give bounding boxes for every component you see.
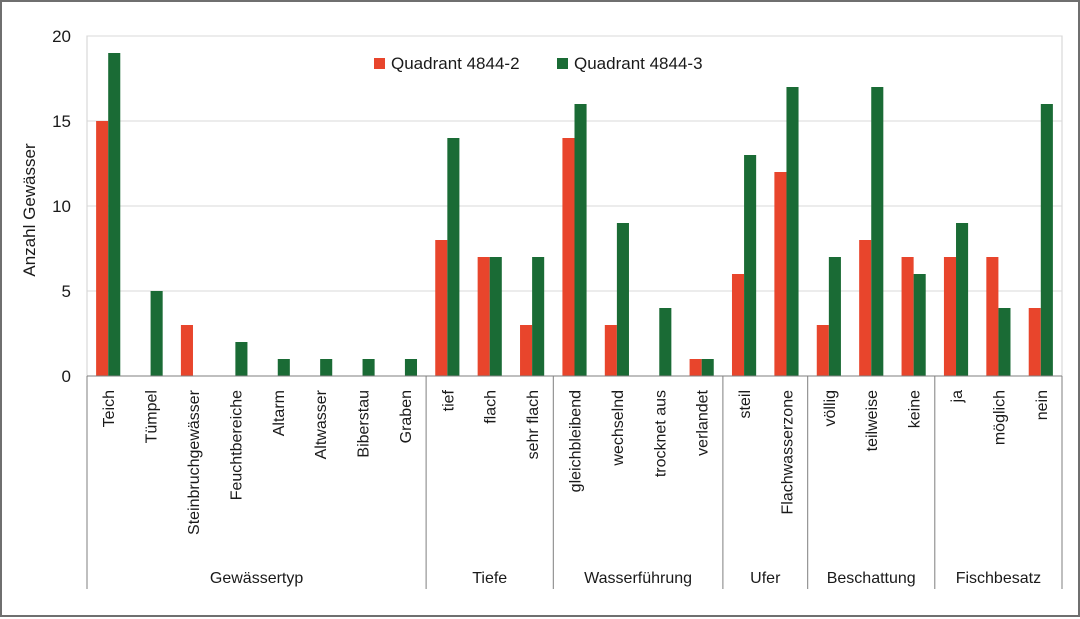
bar-1-wechselnd — [604, 325, 617, 376]
group-label-2: Tiefe — [472, 570, 507, 587]
bar-1-gleichbleibend — [562, 138, 575, 376]
group-labels: Gewässertyp Tiefe Wasserführung Ufer Beschat… — [210, 570, 1041, 587]
x-tick-label-20: keine — [907, 390, 924, 428]
bar-1-völlig — [816, 325, 829, 376]
y-axis-title: Anzahl Gewässer — [20, 143, 39, 277]
group-label-3: Wasserführung — [584, 570, 692, 587]
x-tick-label-17: Flachwasserzone — [780, 390, 797, 515]
bar-2-tümpel — [150, 291, 163, 376]
bar-1-flach — [477, 257, 490, 376]
legend-swatch-2 — [557, 58, 568, 69]
y-tick-label-15: 15 — [52, 112, 71, 131]
x-tick-label-19: teilweise — [864, 390, 881, 451]
x-tick-label-6: Altwasser — [313, 389, 330, 459]
bar-1-steinbruchgewässer — [180, 325, 193, 376]
bar-2-verlandet — [701, 359, 714, 376]
y-tick-label-20: 20 — [52, 27, 71, 46]
x-tick-label-11: sehr flach — [525, 390, 542, 459]
bar-2-nein — [1040, 104, 1053, 376]
x-tick-label-1: Teich — [101, 390, 118, 427]
bar-1-teich — [96, 121, 109, 376]
x-tick-label-8: Graben — [398, 390, 415, 443]
x-tick-label-21: ja — [949, 390, 966, 404]
bar-2-keine — [913, 274, 926, 376]
x-tick-label-10: flach — [483, 390, 500, 424]
bar-1-verlandet — [689, 359, 702, 376]
bar-2-flach — [489, 257, 502, 376]
group-label-4: Ufer — [750, 570, 781, 587]
bar-2-gleichbleibend — [574, 104, 587, 376]
bar-2-graben — [404, 359, 418, 376]
bar-2-möglich — [998, 308, 1011, 376]
axes — [86, 375, 1063, 589]
legend-swatch-1 — [374, 58, 385, 69]
bar-2-altwasser — [320, 359, 333, 376]
bar-2-steil — [744, 155, 757, 376]
y-tick-label-10: 10 — [52, 197, 71, 216]
bar-1-ja — [943, 257, 957, 376]
bar-1-flachwasserzone — [774, 172, 787, 376]
bar-1-keine — [901, 257, 914, 376]
bar-1-steil — [731, 274, 745, 376]
bar-2-flachwasserzone — [786, 87, 799, 376]
bar-2-völlig — [828, 257, 841, 376]
bar-1-möglich — [986, 257, 999, 376]
bar-2-altarm — [277, 359, 290, 376]
x-tick-label-3: Steinbruchgewässer — [186, 389, 203, 535]
x-tick-label-18: völlig — [822, 390, 839, 426]
group-label-1: Gewässertyp — [210, 570, 303, 587]
legend: Quadrant 4844-2 Quadrant 4844-3 — [374, 54, 703, 73]
bar-2-biberstau — [362, 359, 375, 376]
x-tick-label-9: tief — [440, 389, 457, 411]
bar-2-teich — [108, 53, 121, 376]
x-tick-labels: Teich Tümpel Steinbruchgewässer Feuchtberei… — [101, 389, 1051, 535]
group-label-5: Beschattung — [827, 570, 916, 587]
legend-label-1: Quadrant 4844-2 — [391, 54, 520, 73]
group-label-6: Fischbesatz — [956, 570, 1041, 587]
bar-2-ja — [956, 223, 969, 376]
bar-2-sehr-flach — [532, 257, 545, 376]
x-tick-label-13: wechselnd — [610, 390, 627, 467]
bar-2-teilweise — [871, 87, 884, 376]
x-tick-label-15: verlandet — [695, 389, 712, 455]
x-tick-label-22: möglich — [991, 390, 1008, 445]
x-tick-label-2: Tümpel — [144, 390, 161, 443]
bar-2-trocknet-aus — [659, 308, 672, 376]
bars — [96, 53, 1053, 376]
bar-2-tief — [447, 138, 460, 376]
bar-1-teilweise — [859, 240, 872, 376]
y-tick-label-0: 0 — [62, 367, 71, 386]
bar-1-sehr-flach — [520, 325, 533, 376]
y-tick-labels: 0 5 10 15 20 — [52, 27, 71, 386]
x-tick-label-5: Altarm — [271, 390, 288, 436]
bar-2-wechselnd — [616, 223, 629, 376]
x-tick-label-12: gleichbleibend — [568, 390, 585, 492]
x-tick-label-23: nein — [1034, 390, 1051, 420]
legend-label-2: Quadrant 4844-3 — [574, 54, 703, 73]
x-tick-label-4: Feuchtbereiche — [228, 390, 245, 500]
x-tick-label-16: steil — [737, 390, 754, 418]
y-tick-label-5: 5 — [62, 282, 71, 301]
x-tick-label-14: trocknet aus — [652, 390, 669, 477]
bar-1-tief — [435, 240, 448, 376]
x-tick-label-7: Biberstau — [356, 390, 373, 458]
bar-1-nein — [1028, 308, 1041, 376]
bar-2-feuchtbereiche — [235, 342, 248, 376]
